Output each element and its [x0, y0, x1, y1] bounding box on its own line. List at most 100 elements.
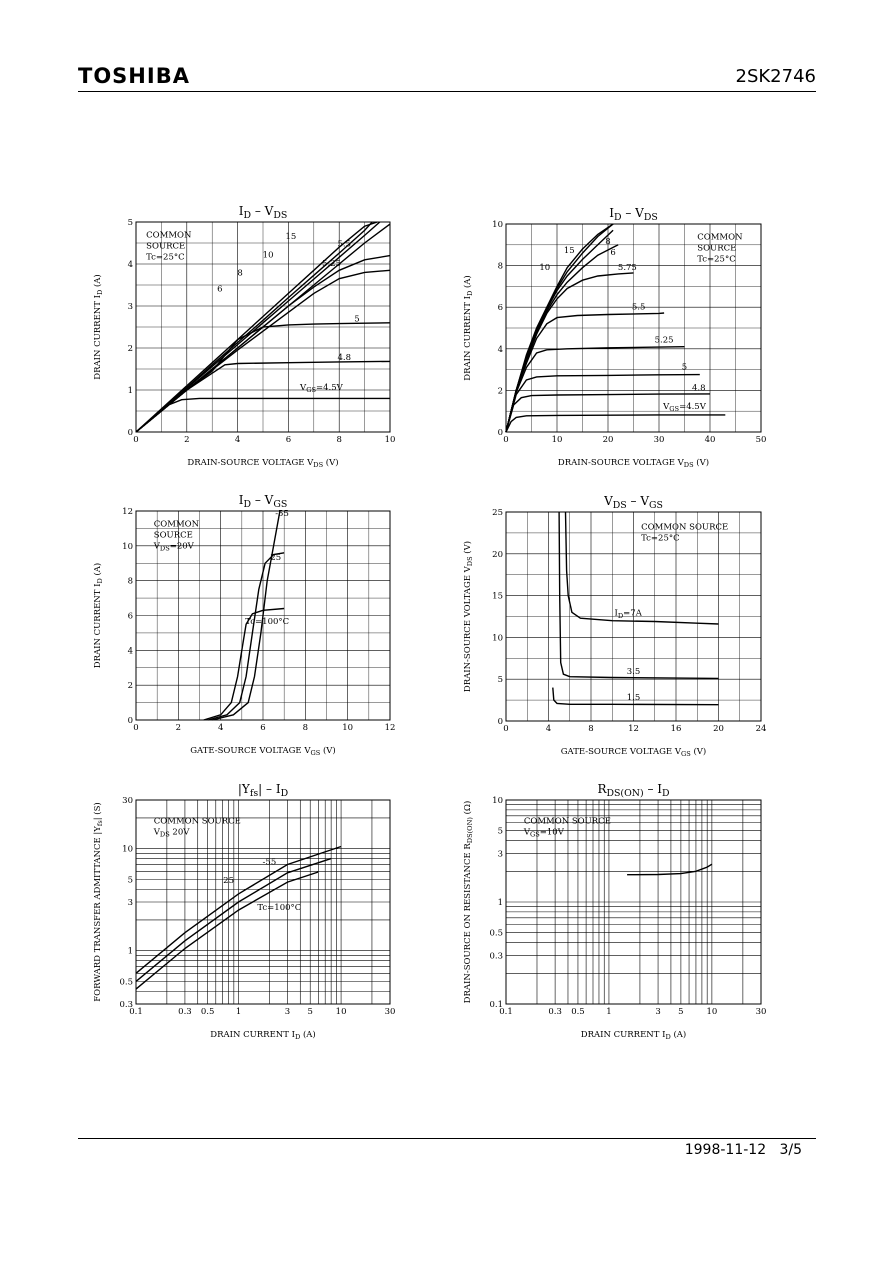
series-line: [207, 552, 285, 721]
chart-title: ID​ – VGS​: [239, 493, 288, 510]
y-tick-label: 25: [492, 508, 503, 518]
y-axis-label: DRAIN CURRENT ID​ (A): [462, 275, 474, 380]
series-label: 15: [286, 232, 297, 242]
chart-annotation: COMMON: [146, 231, 192, 241]
x-tick-label: 30: [385, 1007, 396, 1017]
x-tick-label: 2: [176, 723, 181, 733]
series-label: 10: [539, 263, 550, 273]
plot-frame: [135, 799, 391, 1005]
series-label: 6: [610, 248, 615, 258]
x-tick-label: 0: [503, 724, 508, 734]
series-label: Tc=100°C: [257, 903, 301, 913]
x-axis-label: GATE-SOURCE VOLTAGE VGS​ (V): [190, 745, 336, 757]
y-tick-label: 0: [498, 717, 503, 727]
chart-title: VDS​ – VGS​: [603, 494, 663, 511]
x-tick-label: 5: [678, 1007, 683, 1017]
x-tick-label: 4: [546, 724, 551, 734]
series-label: 25: [270, 553, 281, 563]
y-tick-label: 5: [128, 218, 133, 228]
x-tick-label: 24: [756, 724, 767, 734]
y-tick-label: 0: [128, 428, 133, 438]
x-tick-label: 30: [654, 435, 665, 445]
series-line: [212, 510, 281, 721]
y-tick-label: 10: [492, 633, 503, 643]
y-tick-label: 10: [492, 796, 503, 806]
x-tick-label: 16: [671, 724, 682, 734]
chart-annotation: SOURCE: [154, 530, 193, 540]
series-line: [552, 687, 719, 706]
chart-annotation: COMMON SOURCE: [641, 523, 728, 533]
series-label: VGS​=4.5V: [662, 402, 707, 413]
series-label: 5.5: [632, 302, 646, 312]
x-tick-label: 4: [218, 723, 223, 733]
y-tick-label: 5: [128, 875, 133, 885]
x-axis-label: DRAIN CURRENT ID​ (A): [210, 1029, 315, 1041]
plot-frame: [505, 799, 762, 1005]
chart-annotation: COMMON: [697, 232, 743, 242]
x-tick-label: 0: [503, 435, 508, 445]
header-rule: [78, 91, 816, 92]
chart-annotation: COMMON: [154, 519, 200, 529]
x-tick-label: 10: [706, 1007, 717, 1017]
series-label: 1.5: [627, 693, 641, 703]
y-tick-label: 12: [122, 507, 133, 517]
series-line: [505, 393, 711, 433]
x-tick-label: 20: [603, 435, 614, 445]
chart-id-vds-low: 0 2 4 6 8 10 0 1 2 3 4 5 ID​ – VDS​ DRAIN-SOURCE VOLT…: [92, 204, 395, 469]
series-line: [564, 511, 719, 625]
series-label: 5: [354, 315, 359, 325]
plot-frame: [505, 511, 762, 722]
x-tick-label: 12: [385, 723, 396, 733]
series-label: ID​=7A: [615, 609, 643, 620]
series-line: [135, 845, 342, 974]
y-tick-label: 20: [492, 550, 503, 560]
x-tick-label: 1: [236, 1007, 241, 1017]
y-tick-label: 10: [122, 542, 133, 552]
x-tick-label: 0.1: [499, 1007, 513, 1017]
series-label: VGS​=4.5V: [299, 383, 344, 394]
series-label: 8: [605, 237, 610, 247]
series-label: 3.5: [627, 667, 641, 677]
x-tick-label: 5: [307, 1007, 312, 1017]
y-tick-label: 5: [498, 827, 503, 837]
chart-title: RDS(ON)​ – ID​: [597, 782, 669, 799]
y-tick-label: 3: [498, 849, 503, 859]
chart-annotation: VDS​=20V: [153, 541, 195, 552]
series-line: [505, 414, 726, 433]
series-label: 4.8: [338, 353, 352, 363]
y-tick-label: 0.3: [489, 951, 503, 961]
x-tick-label: 10: [342, 723, 353, 733]
y-tick-label: 10: [492, 220, 503, 230]
series-line: [505, 312, 665, 433]
y-axis-label: DRAIN-SOURCE VOLTAGE VDS​ (V): [462, 541, 474, 692]
x-tick-label: 0: [133, 723, 138, 733]
series-line: [135, 221, 381, 433]
x-tick-label: 3: [285, 1007, 290, 1017]
y-axis-label: DRAIN-SOURCE ON RESISTANCE RDS(ON)​ (Ω): [462, 801, 474, 1004]
chart-annotation: Tc=25°C: [697, 254, 735, 264]
y-axis-label: DRAIN CURRENT ID​ (A): [92, 563, 104, 668]
series-label: 15: [564, 246, 575, 256]
y-tick-label: 2: [128, 344, 133, 354]
x-axis-label: GATE-SOURCE VOLTAGE VGS​ (V): [561, 746, 707, 758]
series-label: 5: [682, 363, 687, 373]
y-tick-label: 6: [128, 612, 133, 622]
series-label: 5.25: [655, 336, 674, 346]
series-label: 6: [217, 284, 222, 294]
x-tick-label: 1: [606, 1007, 611, 1017]
y-tick-label: 3: [128, 302, 133, 312]
plot-frame: [505, 223, 762, 433]
y-axis-label: FORWARD TRANSFER ADMITTANCE |Yfs​| (S): [92, 802, 104, 1002]
plot-frame: [135, 221, 391, 433]
y-tick-label: 0: [128, 716, 133, 726]
y-tick-label: 2: [128, 681, 133, 691]
x-tick-label: 40: [705, 435, 716, 445]
y-tick-label: 5: [498, 675, 503, 685]
series-label: 10: [263, 251, 274, 261]
chart-annotation: COMMON SOURCE: [524, 816, 611, 826]
y-axis-label: DRAIN CURRENT ID​ (A): [92, 274, 104, 379]
y-tick-label: 15: [492, 592, 503, 602]
y-tick-label: 0.5: [489, 929, 503, 939]
